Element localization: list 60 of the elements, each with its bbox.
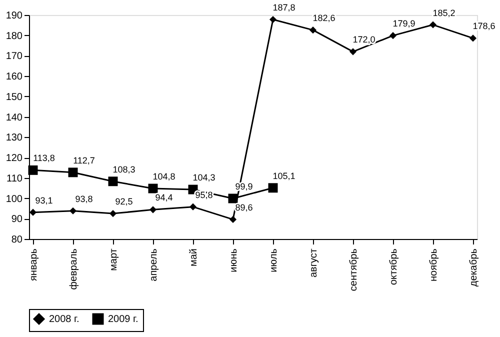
data-label: 105,1 (272, 170, 296, 181)
y-tick-label: 140 (6, 112, 23, 124)
point (268, 183, 278, 193)
y-tick-label: 110 (6, 173, 23, 184)
x-tick-label: май (188, 248, 200, 267)
data-label: 178,6 (472, 21, 496, 32)
y-tick-label: 170 (6, 51, 23, 62)
point (429, 21, 437, 28)
y-tick-label: 160 (6, 72, 23, 83)
y-tick-label: 80 (11, 234, 23, 246)
point (469, 34, 477, 42)
data-label: 104,8 (152, 172, 176, 182)
x-tick-label: февраль (68, 248, 80, 290)
x-tick-label: июль (268, 248, 280, 272)
data-label: 93,1 (35, 195, 53, 206)
data-label: 182,6 (312, 13, 336, 24)
x-tick-label: март (108, 248, 120, 271)
point (29, 208, 37, 216)
data-label: 89,6 (235, 202, 253, 212)
point (109, 210, 117, 218)
x-tick-label: октябрь (388, 248, 400, 286)
point (189, 203, 197, 210)
y-tick-label: 150 (6, 92, 23, 103)
point (389, 32, 397, 40)
x-tick-label: январь (28, 248, 40, 281)
y-tick-label: 190 (6, 10, 23, 22)
point (68, 168, 78, 178)
legend-label: 2009 г. (108, 314, 138, 325)
data-label: 93,8 (75, 194, 93, 204)
data-label: 185,2 (432, 8, 456, 18)
data-label: 187,8 (272, 2, 296, 12)
x-tick-label: апрель (148, 248, 160, 282)
point (28, 165, 38, 175)
data-label: 113,8 (33, 153, 55, 164)
point (108, 176, 118, 186)
y-tick-label: 120 (6, 153, 23, 164)
y-tick-label: 100 (6, 194, 23, 205)
y-tick-label: 180 (6, 30, 23, 42)
data-label: 92,5 (115, 196, 133, 207)
point (228, 194, 238, 204)
x-tick-label: ноябрь (428, 248, 440, 282)
data-label: 104,3 (192, 172, 216, 183)
x-tick-label: декабрь (468, 248, 480, 287)
point (269, 16, 277, 24)
point (309, 26, 317, 34)
x-tick-label: июнь (228, 248, 240, 272)
point (149, 206, 157, 214)
point (69, 207, 77, 214)
point (349, 48, 357, 56)
x-tick-label: август (308, 248, 320, 278)
data-label: 112,7 (73, 155, 95, 166)
data-label: 179,9 (392, 18, 416, 29)
y-tick-label: 90 (11, 214, 23, 226)
data-label: 94,4 (155, 192, 173, 203)
legend-label: 2008 г. (49, 314, 80, 325)
x-tick-label: сентябрь (348, 248, 360, 292)
point (229, 216, 237, 223)
y-tick-label: 130 (6, 132, 23, 144)
data-label: 108,3 (112, 164, 136, 174)
data-label: 172,0 (352, 34, 376, 45)
